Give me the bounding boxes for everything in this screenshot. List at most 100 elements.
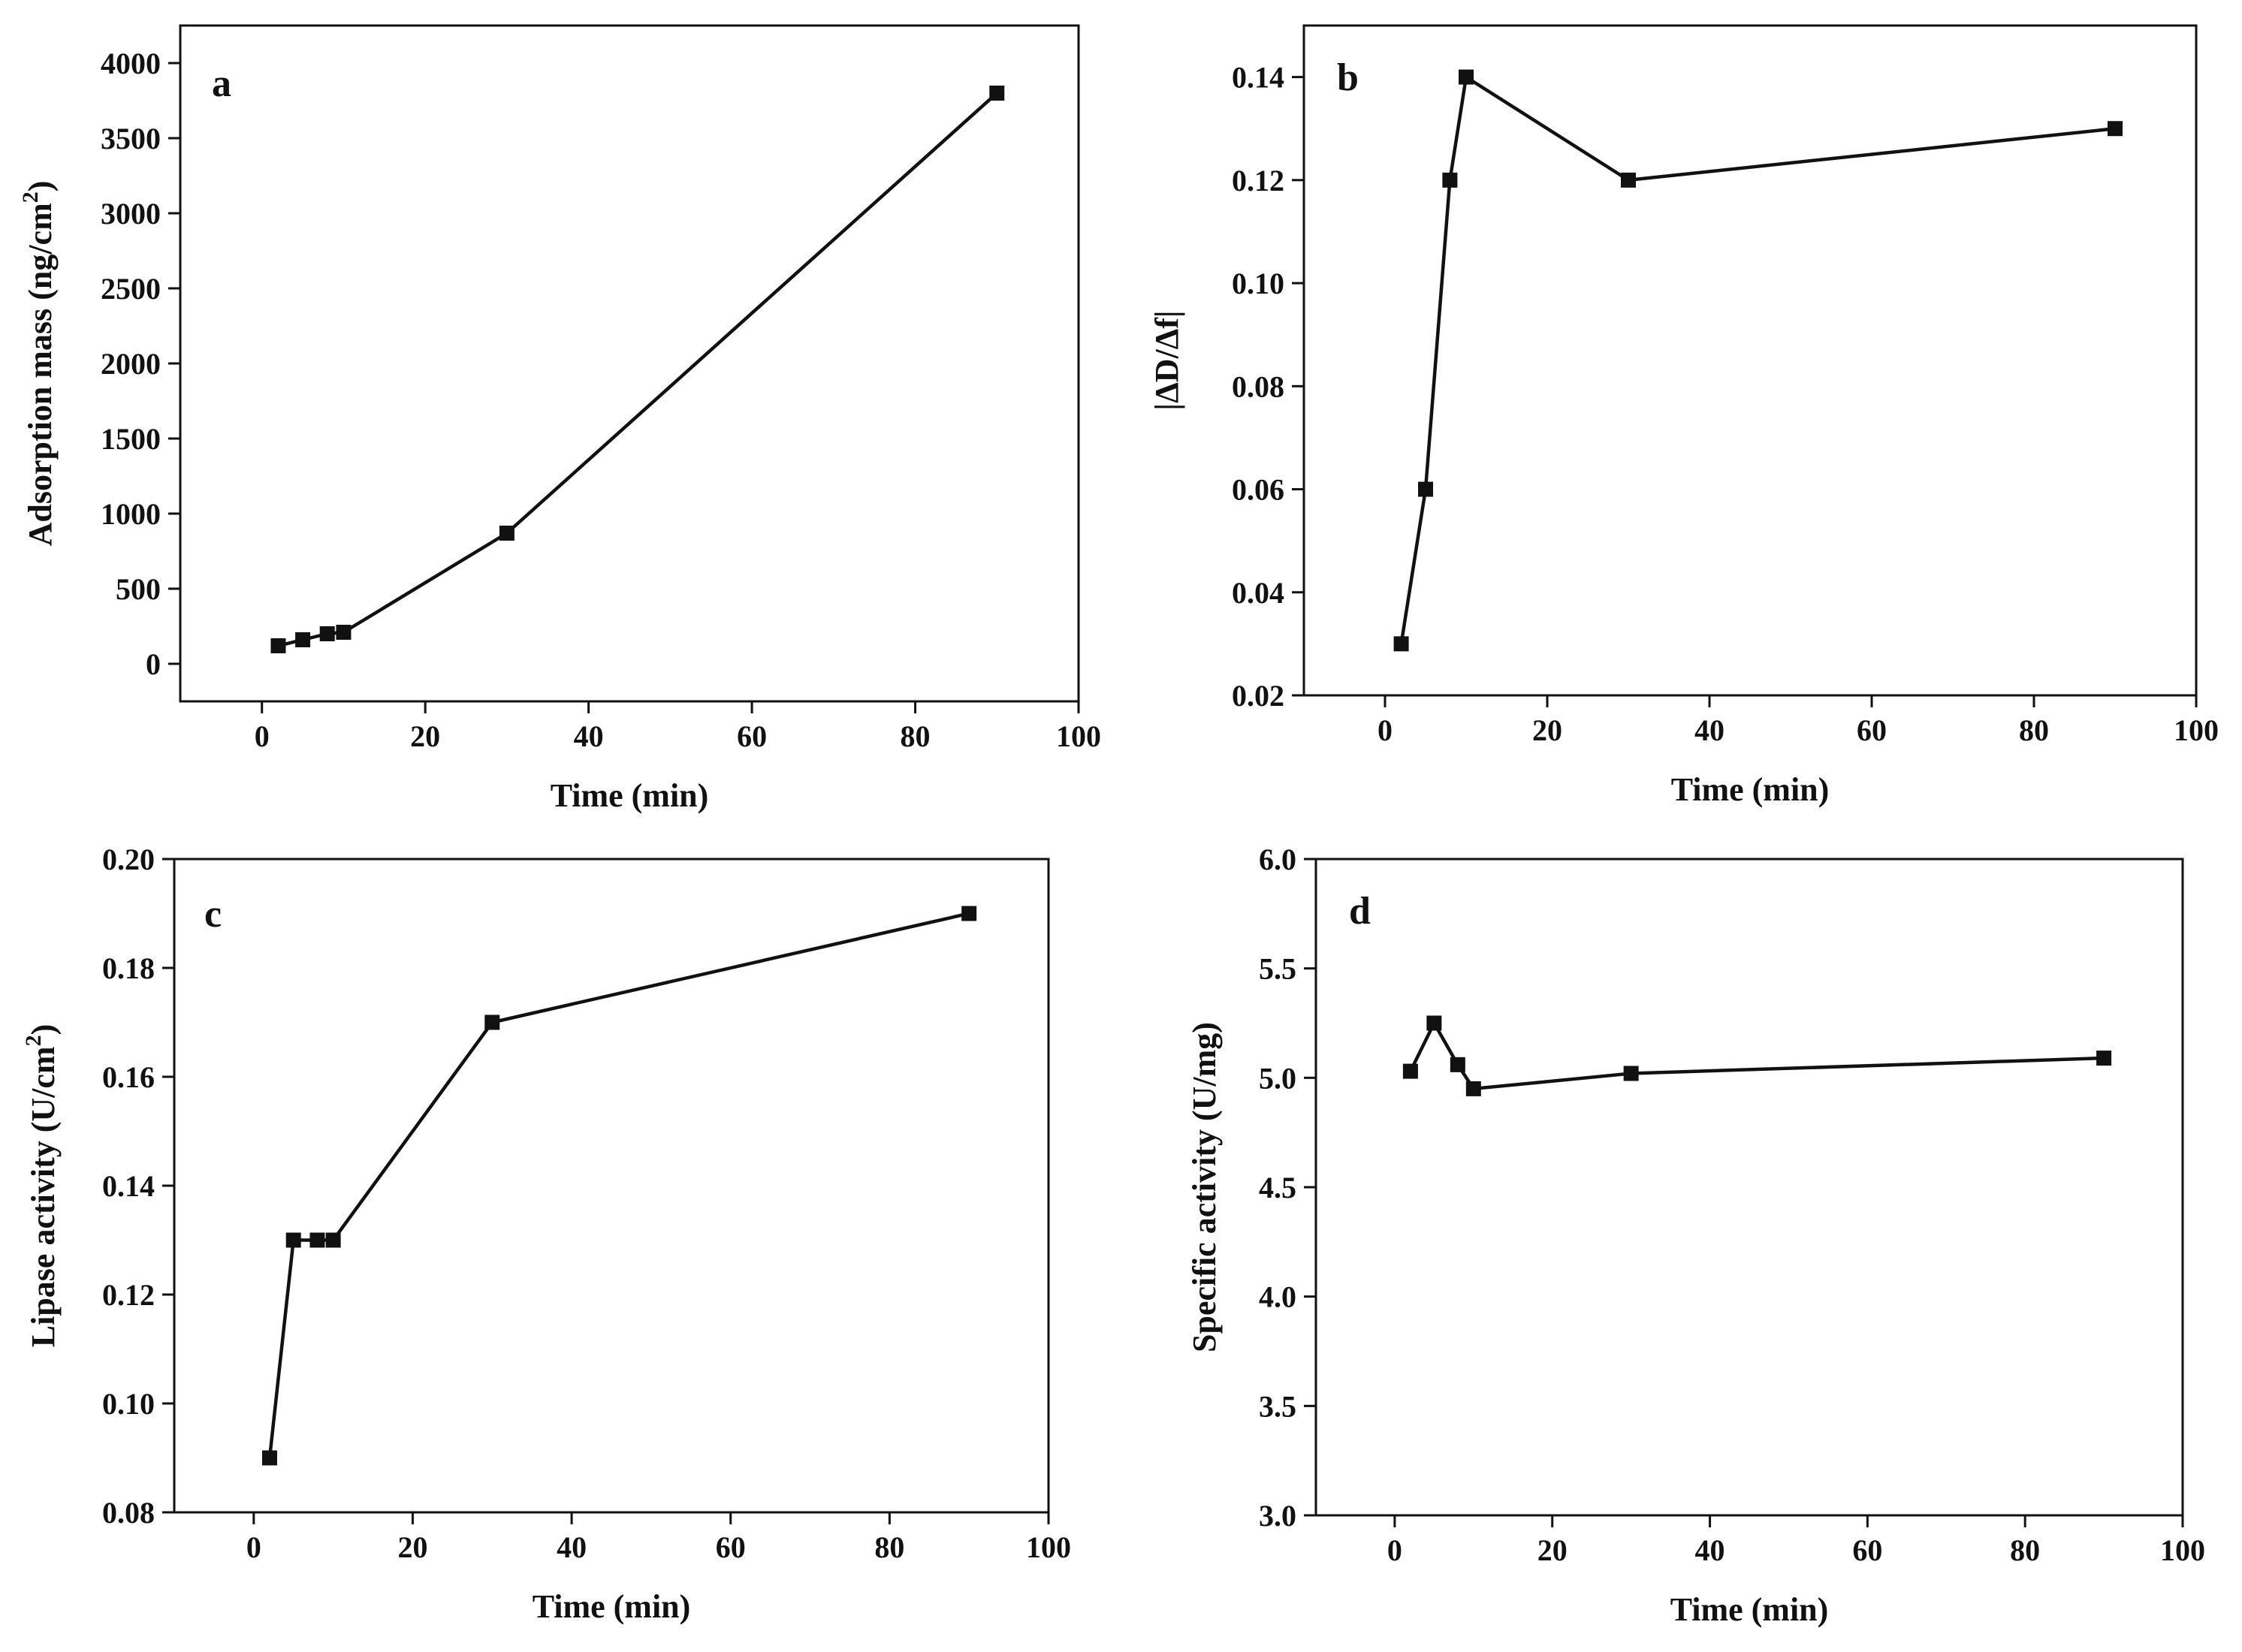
y-tick-label: 1000 xyxy=(101,497,161,531)
data-point xyxy=(295,632,311,647)
y-tick-label: 0.20 xyxy=(102,843,155,876)
y-tick-label: 4000 xyxy=(101,47,161,80)
x-tick-label: 100 xyxy=(2160,1533,2205,1567)
x-tick-label: 0 xyxy=(255,719,270,753)
data-point xyxy=(1442,172,1458,188)
x-tick-label: 20 xyxy=(1537,1533,1568,1567)
data-point xyxy=(1459,69,1474,85)
panel-letter: b xyxy=(1337,56,1359,99)
data-point xyxy=(484,1014,500,1030)
plot-frame xyxy=(179,24,1080,703)
x-axis-label: Time (min) xyxy=(551,777,709,814)
x-tick-label: 100 xyxy=(1056,719,1101,753)
data-point xyxy=(961,906,977,921)
x-tick-label: 80 xyxy=(2010,1533,2040,1567)
panel-letter: d xyxy=(1349,890,1371,933)
x-tick-label: 60 xyxy=(716,1530,746,1564)
y-tick-label: 0 xyxy=(146,647,161,681)
x-axis-label: Time (min) xyxy=(1671,771,1830,808)
y-tick-label: 0.12 xyxy=(1232,164,1284,197)
x-tick-label: 100 xyxy=(1026,1530,1071,1564)
y-tick-label: 0.16 xyxy=(102,1060,155,1094)
data-point xyxy=(261,1450,277,1466)
y-tick-label: 5.0 xyxy=(1259,1061,1296,1095)
x-tick-label: 20 xyxy=(1532,713,1562,747)
y-tick-label: 0.04 xyxy=(1232,576,1284,610)
data-point xyxy=(1623,1066,1639,1081)
y-tick-label: 2000 xyxy=(101,347,161,381)
y-axis-label-end: ) xyxy=(22,181,59,192)
data-point xyxy=(2108,121,2123,137)
x-tick-label: 40 xyxy=(557,1530,587,1564)
panel-c: 0 20 40 60 80 100 0.08 0.10 0.12 0.14 0.16 0.18 0.20… xyxy=(21,843,1071,1625)
x-tick-label: 0 xyxy=(246,1530,261,1564)
y-tick-label: 3000 xyxy=(101,197,161,231)
data-point xyxy=(1465,1081,1481,1096)
x-tick-label: 40 xyxy=(1694,713,1724,747)
data-point xyxy=(309,1232,325,1248)
x-tick-label: 0 xyxy=(1377,713,1393,747)
y-tick-label: 0.06 xyxy=(1232,473,1284,507)
x-axis-label: Time (min) xyxy=(1670,1591,1829,1628)
x-tick-label: 60 xyxy=(1857,713,1887,747)
y-tick-label: 0.12 xyxy=(102,1278,155,1312)
x-tick-label: 20 xyxy=(410,719,440,753)
x-tick-label: 40 xyxy=(574,719,604,753)
y-axis-label: Adsorption mass (ng/cm2) xyxy=(18,181,59,547)
x-tick-label: 80 xyxy=(2019,713,2049,747)
x-tick-label: 80 xyxy=(874,1530,904,1564)
y-tick-label: 0.18 xyxy=(102,951,155,985)
x-tick-label: 0 xyxy=(1387,1533,1402,1567)
series-line xyxy=(267,912,970,1458)
y-axis-label-end: ) xyxy=(25,1024,62,1036)
data-point xyxy=(2096,1051,2112,1066)
y-tick-label: 500 xyxy=(116,572,161,606)
y-tick-label: 0.08 xyxy=(102,1496,155,1530)
data-point xyxy=(319,626,335,641)
x-tick-label: 60 xyxy=(737,719,767,753)
panel-b: 0 20 40 60 80 100 0.02 0.04 0.06 0.08 0.10 0.12 0.14… xyxy=(1148,24,2219,808)
y-tick-label: 0.10 xyxy=(102,1387,155,1421)
series-line xyxy=(1408,1021,2105,1091)
data-point xyxy=(270,638,286,653)
plot-frame xyxy=(1302,24,2198,697)
y-tick-label: 0.08 xyxy=(1232,369,1284,403)
panel-d: 0 20 40 60 80 100 3.0 3.5 4.0 4.5 5.0 5.5 6.0 Time (m… xyxy=(1186,843,2205,1628)
y-tick-label: 6.0 xyxy=(1259,843,1296,876)
y-tick-label: 5.5 xyxy=(1259,952,1296,986)
y-tick-label: 2500 xyxy=(101,272,161,306)
data-point xyxy=(499,526,514,541)
y-tick-label: 4.0 xyxy=(1259,1280,1296,1314)
y-tick-label: 1500 xyxy=(101,422,161,456)
x-tick-label: 20 xyxy=(397,1530,427,1564)
data-point xyxy=(325,1232,341,1248)
panel-letter: a xyxy=(212,62,231,105)
y-axis-label-main: Lipase activity (U/cm xyxy=(25,1046,62,1347)
y-axis-label-main: Specific activity (U/mg) xyxy=(1186,1022,1223,1352)
x-tick-label: 40 xyxy=(1695,1533,1725,1567)
x-tick-label: 80 xyxy=(901,719,931,753)
y-tick-label: 4.5 xyxy=(1259,1171,1296,1204)
y-axis-label: |ΔD/Δf| xyxy=(1148,310,1185,410)
data-point xyxy=(1621,172,1636,188)
y-axis-label-main: |ΔD/Δf| xyxy=(1148,310,1185,410)
plot-frame xyxy=(173,858,1050,1514)
series-line xyxy=(1399,75,2116,644)
data-point xyxy=(1418,481,1433,497)
x-tick-label: 100 xyxy=(2174,713,2219,747)
y-tick-label: 3.5 xyxy=(1259,1389,1296,1423)
y-axis-label-superscript: 2 xyxy=(21,1035,46,1046)
y-tick-label: 3500 xyxy=(101,122,161,155)
y-axis-label-main: Adsorption mass (ng/cm xyxy=(22,203,59,546)
data-point xyxy=(1426,1015,1442,1031)
panel-a: 0 20 40 60 80 1000500100015002000250030003500… xyxy=(18,24,1101,814)
x-tick-label: 60 xyxy=(1852,1533,1882,1567)
data-point xyxy=(1393,636,1409,652)
y-axis-label: Lipase activity (U/cm2) xyxy=(21,1024,62,1347)
data-point xyxy=(989,86,1005,101)
data-point xyxy=(336,625,352,640)
series-line xyxy=(277,92,998,648)
plot-frame xyxy=(1314,858,2184,1517)
y-tick-label: 0.02 xyxy=(1232,679,1284,713)
